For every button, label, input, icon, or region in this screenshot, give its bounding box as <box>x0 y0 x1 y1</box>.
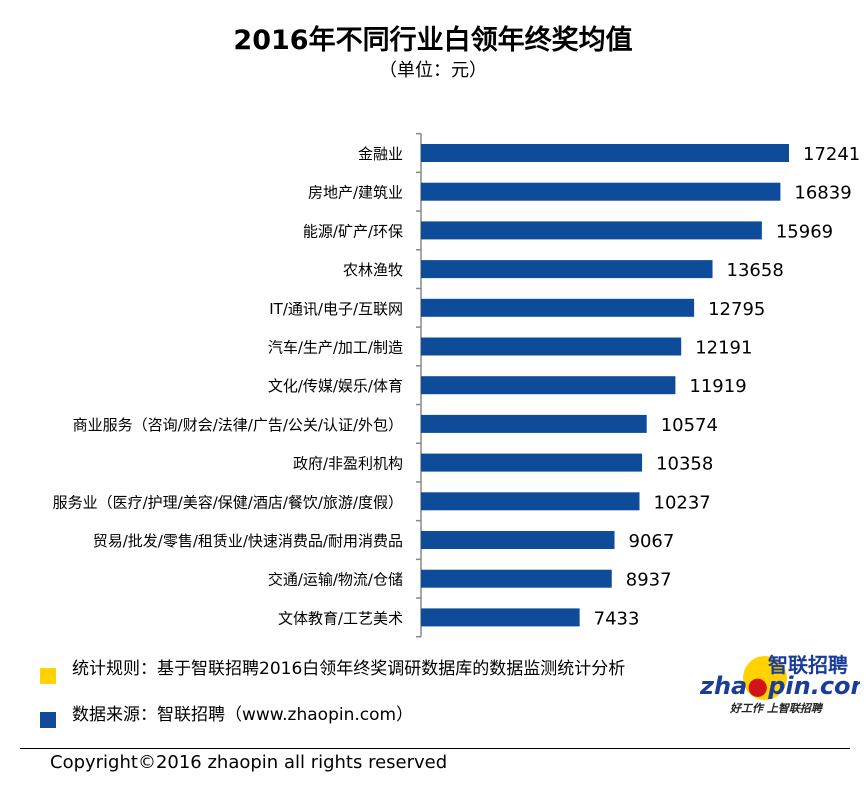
data-source-note: 数据来源：智联招聘（www.zhaopin.com） <box>72 705 414 725</box>
bar <box>421 376 676 395</box>
data-label: 8937 <box>626 570 672 591</box>
bar <box>421 569 612 588</box>
bar <box>421 144 789 162</box>
category-label: IT/通讯/电子/互联网 <box>269 300 403 318</box>
category-label: 农林渔牧 <box>343 261 403 279</box>
bar <box>421 337 682 356</box>
data-label: 7433 <box>594 608 640 629</box>
svg-text:智联招聘: 智联招聘 <box>768 653 848 677</box>
bar <box>421 531 615 549</box>
category-label: 贸易/批发/零售/租赁业/快速消费品/耐用消费品 <box>93 532 403 550</box>
stat-rule-note: 统计规则：基于智联招聘2016白领年终奖调研数据库的数据监测统计分析 <box>72 659 626 679</box>
legend-square-source <box>40 712 56 728</box>
category-label: 服务业（医疗/护理/美容/保健/酒店/餐饮/旅游/度假） <box>53 493 403 511</box>
bar <box>421 298 695 317</box>
bar <box>421 453 643 472</box>
data-label: 12795 <box>708 299 765 320</box>
category-label: 文化/传媒/娱乐/体育 <box>268 377 403 395</box>
data-label: 17241 <box>803 144 860 165</box>
svg-text:zha●pin.com: zha●pin.com <box>700 672 860 700</box>
data-label: 10237 <box>654 492 711 513</box>
bar <box>421 182 781 201</box>
category-label: 能源/矿产/环保 <box>303 222 403 240</box>
data-label: 11919 <box>689 376 746 397</box>
bar <box>421 492 640 511</box>
footer-divider <box>20 748 850 749</box>
data-label: 12191 <box>695 338 752 359</box>
data-label: 15969 <box>776 221 833 242</box>
data-label: 13658 <box>727 260 784 281</box>
svg-text:好工作 上智联招聘: 好工作 上智联招聘 <box>729 702 824 715</box>
category-label: 商业服务（咨询/财会/法律/广告/公关/认证/外包） <box>73 416 403 434</box>
category-label: 交通/运输/物流/仓储 <box>268 571 403 589</box>
category-label: 文体教育/工艺美术 <box>278 609 403 627</box>
zhaopin-logo: 智联招聘 zha●pin.com 好工作 上智联招聘 <box>700 653 860 715</box>
data-label: 10358 <box>656 454 713 475</box>
category-label: 金融业 <box>358 145 403 163</box>
bar <box>421 221 762 240</box>
category-label: 房地产/建筑业 <box>308 184 403 202</box>
category-label: 汽车/生产/加工/制造 <box>268 339 403 357</box>
chart-subtitle: （单位：元） <box>379 60 487 81</box>
data-label: 16839 <box>794 183 851 204</box>
copyright: Copyright©2016 zhaopin all rights reserv… <box>50 752 448 773</box>
data-label: 9067 <box>629 531 675 552</box>
category-label: 政府/非盈利机构 <box>293 455 403 473</box>
data-label: 10574 <box>661 415 718 436</box>
chart-title: 2016年不同行业白领年终奖均值 <box>233 25 633 56</box>
bar <box>421 608 580 627</box>
bar <box>421 414 647 433</box>
bar <box>421 260 713 279</box>
legend-square-rule <box>40 668 56 684</box>
